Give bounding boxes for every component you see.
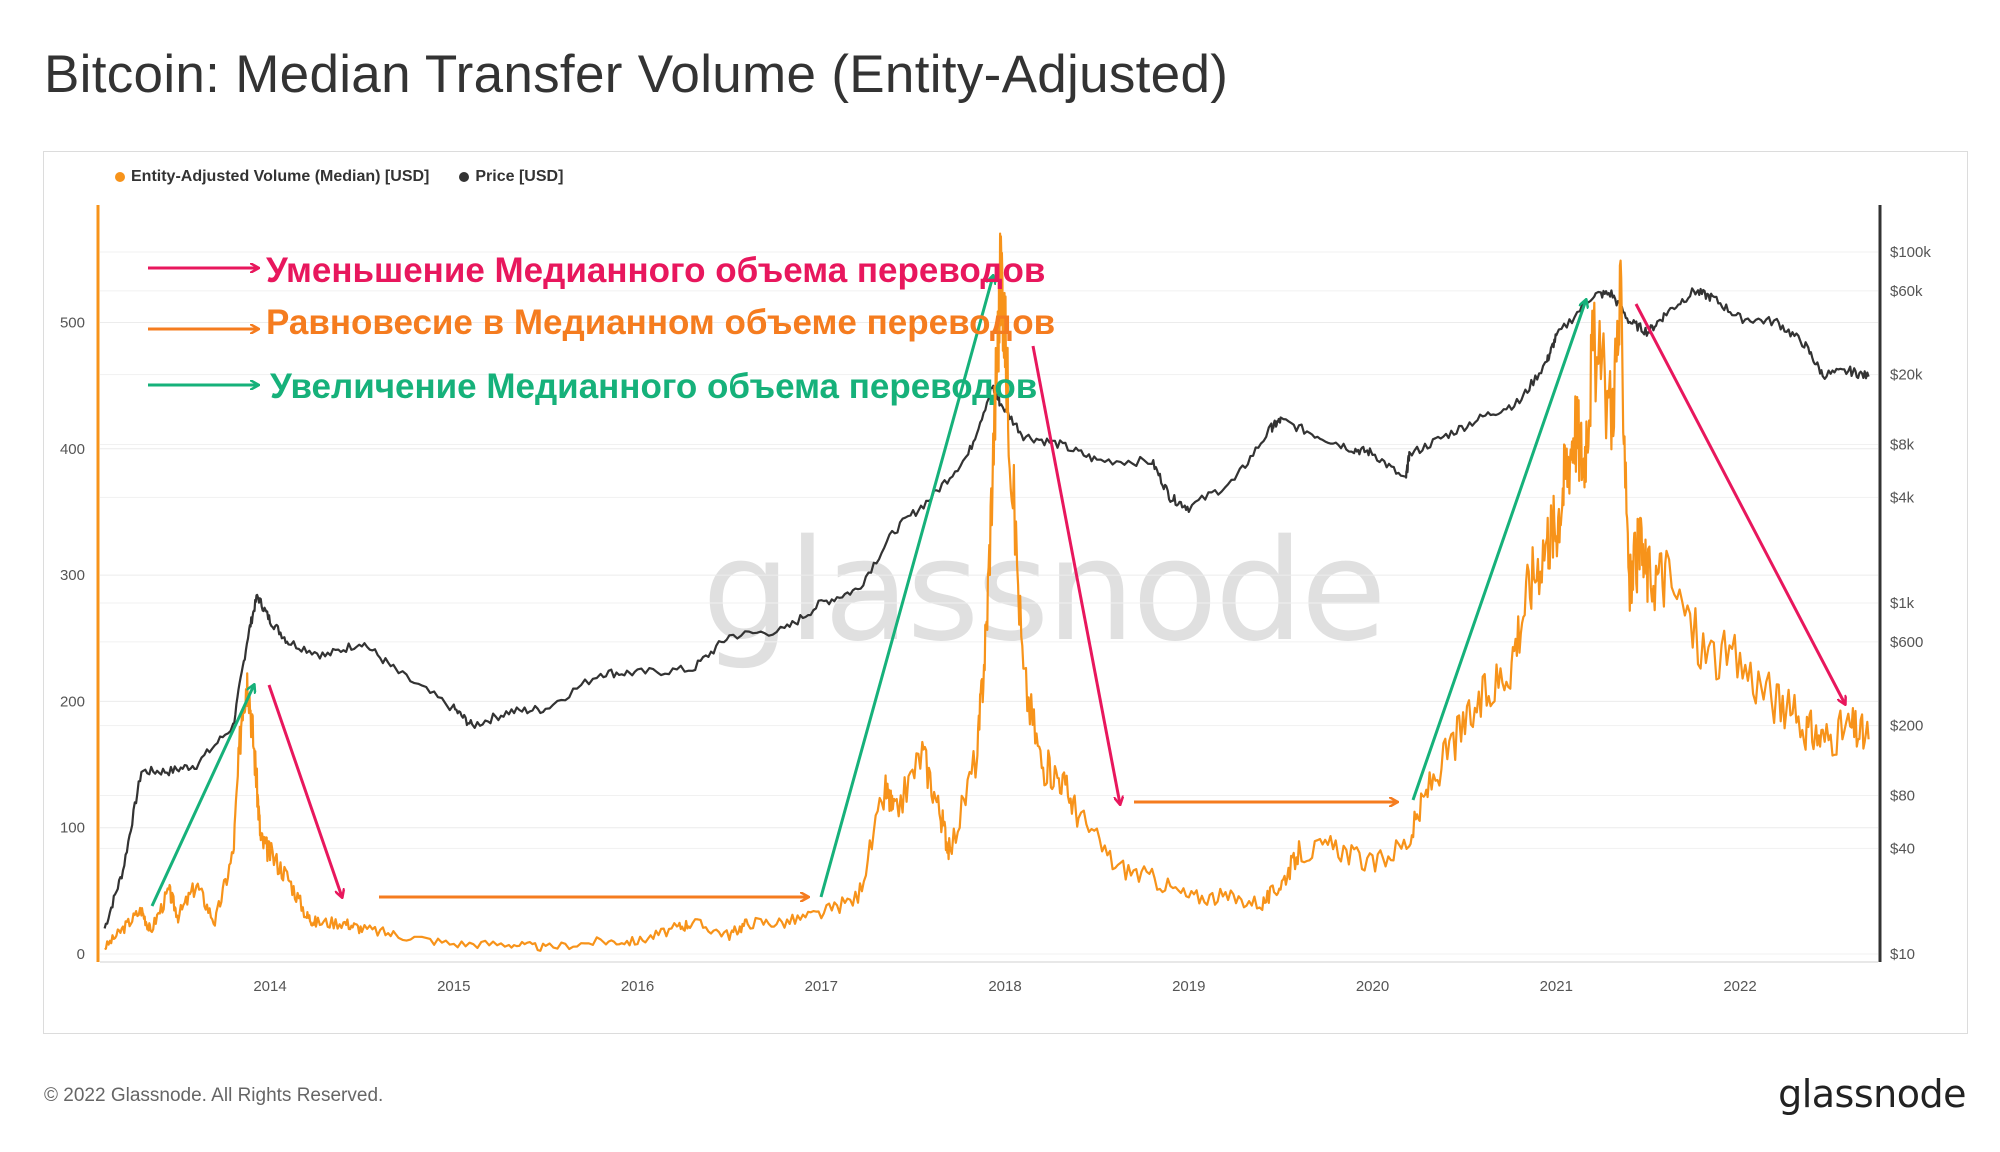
legend-dot-volume xyxy=(115,172,125,182)
x-tick-label-2014: 2014 xyxy=(253,978,286,995)
x-tick-label-2017: 2017 xyxy=(805,978,838,995)
annotation-equilibrium: Равновесие в Медианном объеме переводов xyxy=(266,303,1056,342)
left-tick-label-500: 500 xyxy=(60,315,85,332)
right-tick-label-3: $200 xyxy=(1890,718,1923,735)
x-tick-label-2015: 2015 xyxy=(437,978,470,995)
legend-label-volume: Entity-Adjusted Volume (Median) [USD] xyxy=(131,168,430,185)
right-tick-label-5: $1k xyxy=(1890,595,1915,612)
x-tick-label-2019: 2019 xyxy=(1172,978,1205,995)
volume-line xyxy=(104,232,1870,952)
left-tick-label-0: 0 xyxy=(77,946,85,963)
chart-frame xyxy=(43,151,1968,1034)
x-tick-label-2022: 2022 xyxy=(1723,978,1756,995)
legend-label-price: Price [USD] xyxy=(475,168,564,185)
x-tick-label-2020: 2020 xyxy=(1356,978,1389,995)
right-tick-label-10: $100k xyxy=(1890,244,1931,261)
left-tick-label-100: 100 xyxy=(60,820,85,837)
right-tick-label-0: $10 xyxy=(1890,946,1915,963)
left-tick-label-300: 300 xyxy=(60,567,85,584)
right-tick-label-6: $4k xyxy=(1890,489,1915,506)
page-title: Bitcoin: Median Transfer Volume (Entity-… xyxy=(44,45,1229,104)
left-tick-label-400: 400 xyxy=(60,441,85,458)
legend-item-price[interactable]: Price [USD] xyxy=(459,168,563,186)
legend-item-volume[interactable]: Entity-Adjusted Volume (Median) [USD] xyxy=(115,168,429,186)
legend-dot-price xyxy=(459,172,470,182)
right-tick-label-4: $600 xyxy=(1890,634,1923,651)
trend-arrow-increase-2 xyxy=(819,276,993,898)
right-tick-label-7: $8k xyxy=(1890,437,1915,454)
right-tick-label-8: $20k xyxy=(1890,367,1923,384)
watermark: glassnode xyxy=(702,510,1387,673)
right-tick-label-2: $80 xyxy=(1890,788,1915,805)
footer-logo: glassnode xyxy=(1778,1072,1966,1116)
trend-arrow-increase-1 xyxy=(150,685,254,907)
trend-arrow-decrease-1 xyxy=(267,684,342,897)
trend-arrow-decrease-3 xyxy=(1634,303,1845,704)
chart-legend: Entity-Adjusted Volume (Median) [USD] Pr… xyxy=(115,168,593,186)
right-tick-label-1: $40 xyxy=(1890,840,1915,857)
right-tick-label-9: $60k xyxy=(1890,283,1923,300)
trend-arrow-increase-3 xyxy=(1411,300,1586,801)
x-tick-label-2021: 2021 xyxy=(1540,978,1573,995)
x-tick-label-2016: 2016 xyxy=(621,978,654,995)
price-line xyxy=(103,287,1870,929)
footer-copyright: © 2022 Glassnode. All Rights Reserved. xyxy=(44,1085,384,1106)
annotation-decrease: Уменьшение Медианного объема переводов xyxy=(266,251,1046,290)
left-tick-label-200: 200 xyxy=(60,693,85,710)
annotation-increase: Увеличение Медианного объема переводов xyxy=(270,367,1038,406)
trend-arrow-decrease-2 xyxy=(1031,345,1120,804)
x-tick-label-2018: 2018 xyxy=(988,978,1021,995)
